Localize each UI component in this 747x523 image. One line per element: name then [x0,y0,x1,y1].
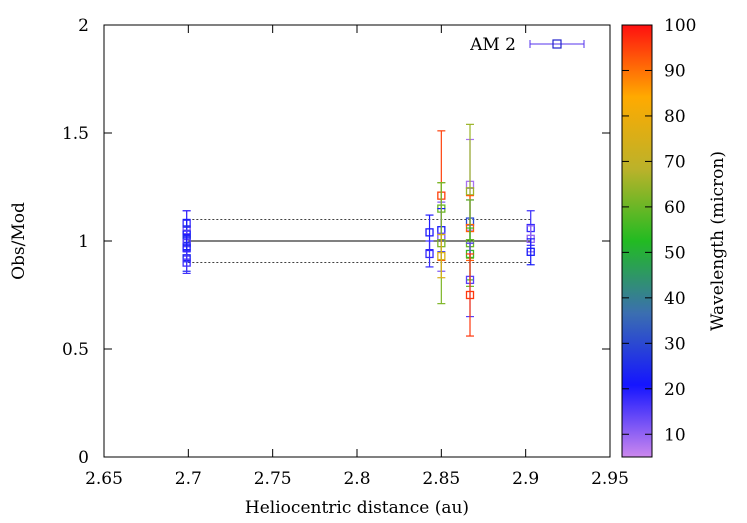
point-marker [425,249,434,259]
x-axis-label: Heliocentric distance (au) [245,498,469,518]
colorbar-label: Wavelength (micron) [708,151,728,331]
point-marker [465,290,475,300]
y-tick-label: 0.5 [62,340,89,360]
data-point [465,253,475,337]
x-tick-label: 2.75 [254,469,292,489]
y-tick-label: 2 [78,16,89,36]
x-tick-label: 2.9 [512,469,539,489]
x-axis: 2.65 2.7 2.75 2.8 2.85 2.9 2.95 [85,25,629,489]
data-point [437,233,446,279]
data-point [526,238,535,266]
x-tick-label: 2.65 [85,469,123,489]
point-marker [437,251,446,261]
x-tick-label: 2.8 [343,469,370,489]
colorbar-tick-label: 70 [664,152,686,172]
y-tick-label: 0 [78,448,89,468]
legend-label: AM 2 [469,35,516,55]
colorbar-gradient [622,25,652,457]
colorbar-ticks: 10 20 30 40 50 60 70 80 90 100 [622,16,696,445]
colorbar-tick-label: 90 [664,61,686,81]
colorbar-tick-label: 60 [664,198,686,218]
data-point [425,240,434,268]
colorbar-tick-label: 10 [664,425,686,445]
colorbar-tick-label: 50 [664,243,686,263]
point-marker [182,258,191,267]
legend-marker [552,39,562,49]
legend: AM 2 [469,35,585,55]
data-points [182,123,535,337]
colorbar-tick-label: 100 [664,16,696,36]
point-marker [425,228,434,237]
y-axis-label: Obs/Mod [9,202,29,280]
colorbar-tick-label: 20 [664,380,686,400]
colorbar-tick-label: 30 [664,334,686,354]
reference-lines [188,218,531,264]
point-marker [526,247,535,256]
colorbar-tick-label: 40 [664,289,686,309]
colorbar-tick-label: 80 [664,107,686,127]
y-tick-label: 1.5 [62,124,89,144]
data-point [182,251,191,274]
y-tick-label: 1 [78,232,89,252]
colorbar-frame [621,24,653,458]
x-tick-label: 2.95 [591,469,629,489]
colorbar: 10 20 30 40 50 60 70 80 90 100 Wavelength (micron… [621,16,728,458]
x-tick-label: 2.85 [422,469,460,489]
y-axis: 0 0.5 1 1.5 2 [62,16,610,468]
point-marker [465,187,475,196]
x-tick-label: 2.7 [175,469,202,489]
